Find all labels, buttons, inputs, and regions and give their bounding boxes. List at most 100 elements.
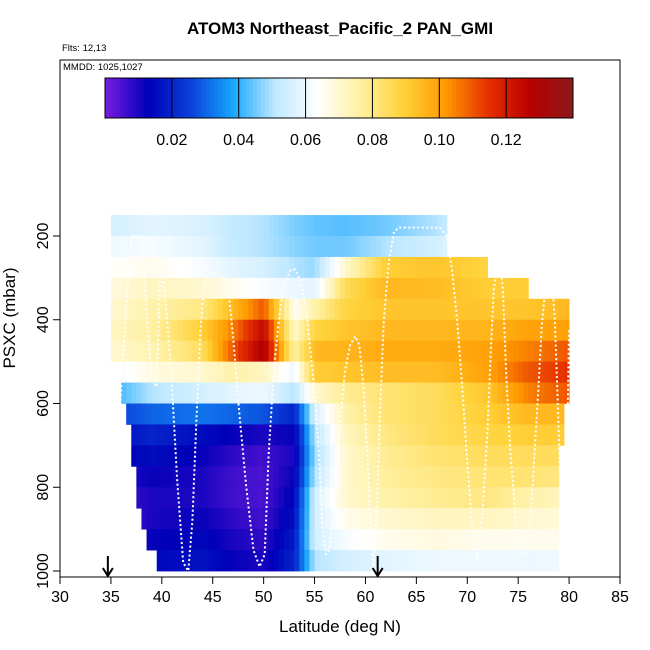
heatmap-cell xyxy=(492,298,499,321)
heatmap-cell xyxy=(141,382,147,404)
heatmap-cell xyxy=(441,236,448,258)
colorbar-cell xyxy=(401,78,406,118)
heatmap-cell xyxy=(406,236,412,258)
heatmap-cell xyxy=(416,466,422,488)
heatmap-cell xyxy=(278,529,285,551)
heatmap-cell xyxy=(294,277,300,300)
heatmap-cell xyxy=(497,277,504,300)
heatmap-cell xyxy=(273,319,280,342)
heatmap-cell xyxy=(548,424,555,446)
heatmap-cell xyxy=(380,361,387,383)
heatmap-cell xyxy=(548,340,555,363)
heatmap-cell xyxy=(345,215,351,237)
arrow-marker-head xyxy=(102,567,114,578)
heatmap-cell xyxy=(228,529,234,551)
colorbar-cell xyxy=(354,78,359,118)
heatmap-cell xyxy=(172,236,178,258)
heatmap-cell xyxy=(441,529,448,551)
arrow-markers xyxy=(102,556,384,578)
heatmap-cell xyxy=(508,466,514,488)
colorbar-cell xyxy=(502,78,508,118)
colorbar-cell xyxy=(378,78,383,118)
heatmap-cell xyxy=(421,550,427,572)
heatmap-cell xyxy=(329,236,336,258)
colorbar-cell xyxy=(155,78,161,118)
colorbar-cell xyxy=(405,78,410,118)
heatmap-cell xyxy=(278,319,285,342)
heatmap-cell xyxy=(289,445,295,467)
heatmap-cell xyxy=(518,424,524,446)
heatmap-cell xyxy=(365,508,371,530)
heatmap-cell xyxy=(477,340,483,363)
heatmap-cell xyxy=(299,382,305,404)
heatmap-cell xyxy=(161,466,168,488)
heatmap-cell xyxy=(299,277,305,300)
heatmap-cell xyxy=(340,319,346,342)
colorbar-cell xyxy=(452,78,457,118)
heatmap-cell xyxy=(136,403,142,425)
heatmap-cell xyxy=(533,550,539,572)
heatmap-cell xyxy=(182,340,188,363)
heatmap-cell xyxy=(182,403,188,425)
heatmap-cell xyxy=(248,236,254,258)
heatmap-cell xyxy=(482,466,489,488)
heatmap-cell xyxy=(467,487,473,509)
colorbar-cell xyxy=(183,78,188,118)
heatmap-cell xyxy=(426,382,433,404)
heatmap-cell xyxy=(238,319,244,342)
heatmap-cell xyxy=(426,340,433,363)
heatmap-cell xyxy=(441,340,448,363)
colorbar-cell xyxy=(229,78,235,118)
heatmap-cell xyxy=(319,236,326,258)
heatmap-cell xyxy=(222,382,229,404)
heatmap-cell xyxy=(385,487,392,509)
heatmap-cell xyxy=(263,382,270,404)
heatmap-cell xyxy=(375,529,382,551)
heatmap-cell xyxy=(207,298,214,321)
heatmap-cell xyxy=(421,256,427,279)
heatmap-cell xyxy=(508,298,514,321)
heatmap-cell xyxy=(207,361,214,383)
heatmap-cell xyxy=(222,340,229,363)
heatmap-cell xyxy=(513,508,519,530)
heatmap-cell xyxy=(126,403,132,425)
heatmap-cell xyxy=(314,445,321,467)
heatmap-cell xyxy=(457,382,463,404)
heatmap-cell xyxy=(212,529,219,551)
heatmap-cell xyxy=(238,445,244,467)
heatmap-cell xyxy=(258,445,265,467)
heatmap-cell xyxy=(538,382,545,404)
heatmap-cell xyxy=(431,340,438,363)
heatmap-cell xyxy=(314,403,321,425)
heatmap-cell xyxy=(334,298,341,321)
heatmap-cell xyxy=(380,424,387,446)
heatmap-cell xyxy=(401,236,407,258)
colorbar-cell xyxy=(424,78,430,118)
heatmap-cell xyxy=(324,529,331,551)
heatmap-cell xyxy=(370,361,377,383)
heatmap-cell xyxy=(350,236,356,258)
heatmap-cell xyxy=(238,550,244,572)
heatmap-cell xyxy=(502,508,509,530)
heatmap-cell xyxy=(477,529,483,551)
heatmap-cell xyxy=(299,215,305,237)
colorbar-tick-label: 0.06 xyxy=(290,132,321,149)
heatmap-cell xyxy=(365,424,371,446)
heatmap-cell xyxy=(365,236,371,258)
heatmap-cell xyxy=(523,487,529,509)
heatmap-cell xyxy=(187,361,193,383)
heatmap-cell xyxy=(462,487,468,509)
colorbar-cell xyxy=(144,78,149,118)
heatmap-cell xyxy=(523,382,529,404)
heatmap-cell xyxy=(513,529,519,551)
heatmap-cell xyxy=(334,529,341,551)
heatmap-cell xyxy=(172,508,178,530)
heatmap-cell xyxy=(273,298,280,321)
heatmap-cell xyxy=(141,466,147,488)
heatmap-cell xyxy=(233,445,239,467)
heatmap-cell xyxy=(146,487,153,509)
heatmap-cell xyxy=(497,529,504,551)
heatmap-cell xyxy=(350,529,356,551)
heatmap-cell xyxy=(294,487,300,509)
heatmap-cell xyxy=(360,403,366,425)
